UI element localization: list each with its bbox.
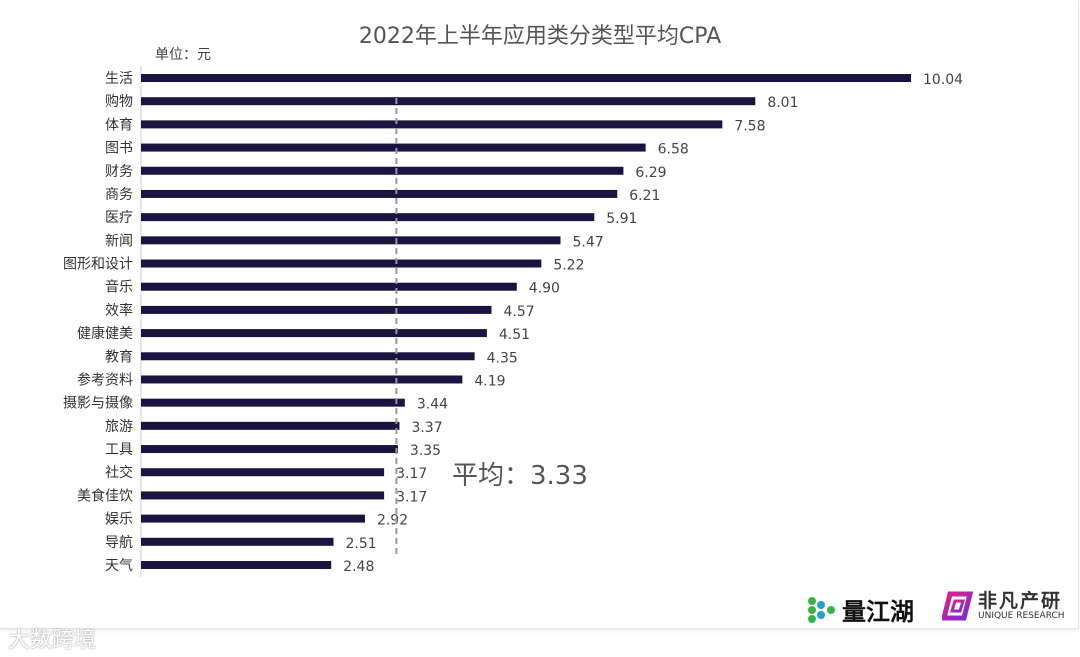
category-label: 娱乐 (105, 512, 133, 528)
brand2-cn: 非凡产研 (978, 589, 1063, 612)
category-label: 生活 (105, 71, 133, 87)
category-label: 图书 (105, 141, 133, 157)
value-label: 3.17 (396, 489, 427, 505)
bar (141, 259, 542, 268)
liangjianghu-logo-icon (808, 596, 835, 623)
category-label: 音乐 (105, 279, 133, 296)
value-label: 8.01 (767, 95, 798, 111)
value-label: 5.91 (606, 211, 637, 227)
bar (141, 375, 463, 384)
bar (141, 213, 595, 222)
bar (141, 352, 475, 361)
category-label: 社交 (105, 464, 133, 481)
brand1-text: 量江湖 (842, 598, 914, 626)
unique-research-logo: 非凡产研 UNIQUE RESEARCH (942, 590, 1065, 622)
category-label: 商务 (105, 187, 133, 203)
value-label: 3.44 (417, 397, 448, 413)
category-label: 新闻 (105, 233, 133, 249)
bar (141, 537, 334, 546)
value-label: 4.35 (487, 350, 518, 366)
value-label: 2.92 (377, 513, 408, 529)
bar (141, 189, 618, 198)
liangjianghu-logo: 量江湖 (806, 592, 914, 627)
value-label: 7.58 (734, 118, 765, 134)
bar (141, 120, 723, 129)
bar (141, 166, 624, 175)
value-label: 3.35 (410, 443, 441, 459)
category-label: 旅游 (105, 419, 133, 435)
value-label: 4.51 (499, 327, 530, 343)
category-label: 体育 (105, 117, 133, 133)
value-label: 4.19 (474, 373, 505, 389)
category-label: 医疗 (105, 210, 133, 226)
unit-label: 单位：元 (155, 47, 211, 63)
category-label: 效率 (105, 302, 133, 319)
bar (141, 491, 385, 500)
chart-title: 2022年上半年应用类分类型平均CPA (358, 24, 722, 49)
watermark: 大数跨境 (8, 628, 97, 653)
chart-panel (0, 0, 1079, 629)
value-label: 3.37 (411, 420, 442, 436)
bar (141, 236, 561, 245)
category-label: 美食佳饮 (77, 487, 133, 504)
value-label: 6.29 (635, 165, 666, 181)
value-label: 6.21 (629, 188, 660, 204)
value-label: 2.48 (343, 559, 374, 575)
bar (141, 305, 492, 314)
bar (141, 329, 487, 338)
bar (141, 468, 385, 477)
brand2-en: UNIQUE RESEARCH (978, 610, 1065, 621)
value-label: 4.90 (529, 281, 560, 297)
bar (141, 282, 517, 291)
value-label: 5.47 (573, 234, 604, 250)
category-label: 购物 (105, 94, 133, 110)
average-label: 平均：3.33 (452, 461, 588, 491)
category-label: 图形和设计 (63, 257, 133, 273)
category-label: 天气 (105, 558, 133, 574)
bar (141, 97, 756, 106)
bar (141, 445, 398, 454)
bar (141, 143, 646, 152)
bar (141, 514, 365, 523)
value-label: 5.22 (553, 258, 584, 274)
category-label: 摄影与摄像 (63, 396, 133, 412)
value-label: 10.04 (923, 72, 963, 88)
category-label: 工具 (105, 442, 133, 458)
value-label: 4.57 (503, 304, 534, 320)
category-label: 教育 (105, 349, 133, 365)
value-label: 3.17 (396, 466, 427, 482)
bar (141, 74, 911, 82)
value-label: 2.51 (346, 536, 377, 552)
category-label: 导航 (105, 535, 133, 551)
bar (141, 398, 405, 407)
value-label: 6.58 (658, 142, 689, 158)
category-label: 参考资料 (77, 371, 133, 388)
bar (141, 421, 400, 430)
category-label: 财务 (105, 164, 133, 180)
bar (141, 561, 332, 569)
category-label: 健康健美 (77, 325, 133, 342)
unique-research-logo-icon (942, 591, 974, 621)
